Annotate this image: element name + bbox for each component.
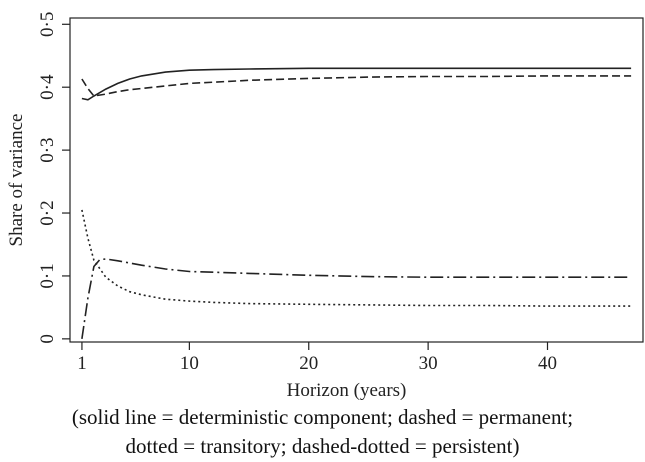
x-tick-label: 30 (419, 353, 438, 374)
x-axis-title: Horizon (years) (287, 380, 407, 400)
chart-axes (62, 17, 644, 350)
y-tick-label: 0·2 (37, 200, 58, 225)
plot-frame (69, 17, 644, 343)
y-tick-label: 0·4 (37, 74, 58, 100)
figure-caption: (solid line = deterministic component; d… (0, 403, 645, 461)
y-tick-label: 0·5 (37, 12, 58, 37)
line-chart: 1 10 20 30 40 0 0·1 0·2 0·3 0·4 0·5 Horizon (years)… (6, 12, 644, 400)
y-axis-title: Share of variance (6, 114, 27, 247)
caption-line-1: (solid line = deterministic component; d… (71, 405, 574, 429)
caption-line-2: dotted = transitory; dashed-dotted = per… (125, 434, 520, 458)
y-tick-label: 0 (37, 334, 58, 344)
x-tick-label: 20 (299, 353, 318, 374)
chart-labels: 1 10 20 30 40 0 0·1 0·2 0·3 0·4 0·5 Horizon (years)… (6, 12, 557, 400)
series-line-dashed (81, 75, 632, 97)
series-line-dashdot (81, 258, 632, 340)
series-line-solid (81, 67, 632, 101)
x-tick-label: 1 (77, 353, 87, 374)
chart-series (81, 67, 632, 340)
y-tick-label: 0·3 (37, 137, 58, 162)
x-tick-label: 40 (538, 353, 557, 374)
x-tick-label: 10 (180, 353, 199, 374)
y-tick-label: 0·1 (37, 263, 58, 288)
series-line-dotted (81, 209, 632, 307)
